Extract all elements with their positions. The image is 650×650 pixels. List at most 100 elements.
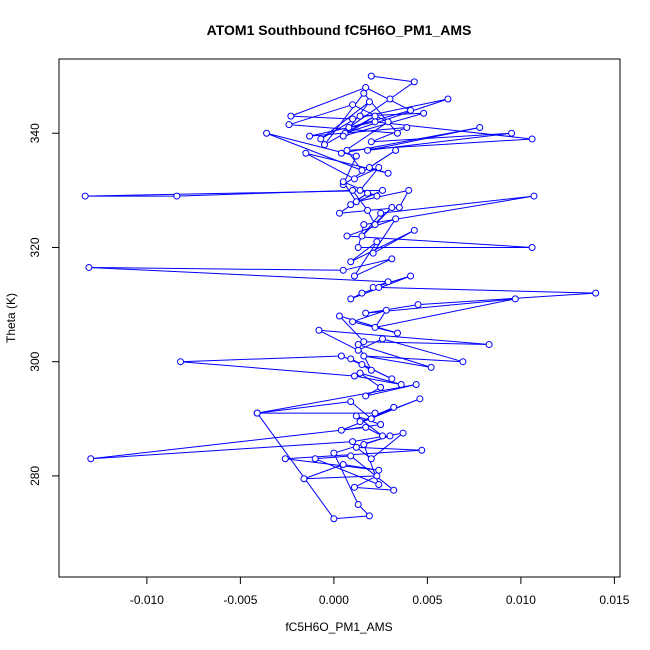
data-point bbox=[337, 352, 345, 360]
series-segment bbox=[346, 235, 533, 248]
data-point bbox=[388, 375, 396, 383]
data-point bbox=[343, 146, 351, 154]
data-point bbox=[365, 512, 373, 520]
series-segment bbox=[288, 104, 353, 126]
data-point bbox=[420, 109, 428, 117]
data-point bbox=[350, 483, 358, 491]
data-point bbox=[407, 272, 415, 280]
series-segment bbox=[350, 241, 378, 263]
series-segment bbox=[356, 189, 409, 203]
data-point bbox=[356, 186, 364, 194]
data-point bbox=[371, 323, 379, 331]
data-point bbox=[356, 369, 364, 377]
series-segment bbox=[359, 372, 402, 386]
series-segment bbox=[359, 167, 380, 191]
data-point bbox=[444, 95, 452, 103]
data-point bbox=[350, 175, 358, 183]
data-point bbox=[177, 358, 185, 366]
data-point bbox=[476, 124, 484, 132]
y-axis-label: Theta (K) bbox=[4, 293, 18, 343]
data-point bbox=[592, 289, 600, 297]
data-point bbox=[377, 383, 385, 391]
data-point bbox=[349, 438, 357, 446]
series-segment bbox=[354, 258, 393, 277]
data-point bbox=[345, 124, 353, 132]
data-point bbox=[350, 372, 358, 380]
data-point bbox=[369, 249, 377, 257]
series-segment bbox=[180, 355, 342, 363]
data-point bbox=[375, 283, 383, 291]
data-point bbox=[354, 243, 362, 251]
series-segment bbox=[352, 309, 387, 323]
data-point bbox=[85, 263, 93, 271]
data-point bbox=[362, 392, 370, 400]
series-segment bbox=[363, 355, 432, 368]
data-point bbox=[285, 121, 293, 129]
series-segment bbox=[378, 286, 596, 294]
data-point bbox=[349, 115, 357, 123]
x-tick-label: 0.000 bbox=[319, 593, 349, 607]
series-segment bbox=[361, 212, 382, 237]
data-point bbox=[300, 475, 308, 483]
series-segment bbox=[318, 329, 490, 346]
series-segment bbox=[180, 361, 355, 377]
data-point bbox=[352, 198, 360, 206]
data-point bbox=[349, 101, 357, 109]
data-point bbox=[349, 186, 357, 194]
data-point bbox=[263, 129, 271, 137]
data-point bbox=[358, 232, 366, 240]
series-segment bbox=[350, 455, 395, 491]
data-point bbox=[87, 455, 95, 463]
series-segment bbox=[365, 298, 516, 314]
data-point bbox=[388, 255, 396, 263]
series-segment bbox=[418, 292, 596, 306]
series-segment bbox=[176, 189, 353, 197]
data-point bbox=[384, 118, 392, 126]
series-segment bbox=[90, 441, 353, 460]
series-segment bbox=[257, 401, 351, 414]
series-segment bbox=[344, 98, 449, 134]
data-point bbox=[347, 295, 355, 303]
data-point bbox=[528, 135, 536, 143]
data-point bbox=[360, 89, 368, 97]
data-point bbox=[530, 192, 538, 200]
series-segment bbox=[290, 115, 353, 120]
y-tick-label: 340 bbox=[28, 123, 42, 143]
data-point bbox=[362, 309, 370, 317]
data-point bbox=[393, 129, 401, 137]
data-point bbox=[392, 146, 400, 154]
series-segment bbox=[372, 218, 397, 254]
data-point bbox=[528, 243, 536, 251]
data-point bbox=[330, 515, 338, 523]
series-segment bbox=[361, 364, 393, 380]
series-segment bbox=[354, 486, 394, 491]
data-point bbox=[403, 124, 411, 132]
series-segment bbox=[371, 132, 512, 143]
x-tick-label: 0.015 bbox=[599, 593, 629, 607]
data-point bbox=[281, 455, 289, 463]
data-point bbox=[367, 72, 375, 80]
data-point bbox=[459, 358, 467, 366]
series-segment bbox=[88, 266, 389, 283]
data-point bbox=[315, 326, 323, 334]
data-point bbox=[356, 112, 364, 120]
data-point bbox=[352, 152, 360, 160]
x-tick-label: 0.010 bbox=[506, 593, 536, 607]
data-point bbox=[360, 221, 368, 229]
series-segment bbox=[290, 87, 366, 117]
x-tick-label: -0.010 bbox=[130, 593, 164, 607]
series-segment bbox=[352, 104, 389, 123]
data-point bbox=[388, 203, 396, 211]
y-tick-label: 320 bbox=[28, 237, 42, 257]
data-point bbox=[384, 278, 392, 286]
series-segment bbox=[266, 132, 363, 171]
data-point bbox=[354, 346, 362, 354]
data-point bbox=[384, 169, 392, 177]
data-point bbox=[369, 283, 377, 291]
data-point bbox=[367, 138, 375, 146]
x-tick-label: 0.005 bbox=[412, 593, 442, 607]
data-point bbox=[397, 381, 405, 389]
data-point bbox=[414, 301, 422, 309]
